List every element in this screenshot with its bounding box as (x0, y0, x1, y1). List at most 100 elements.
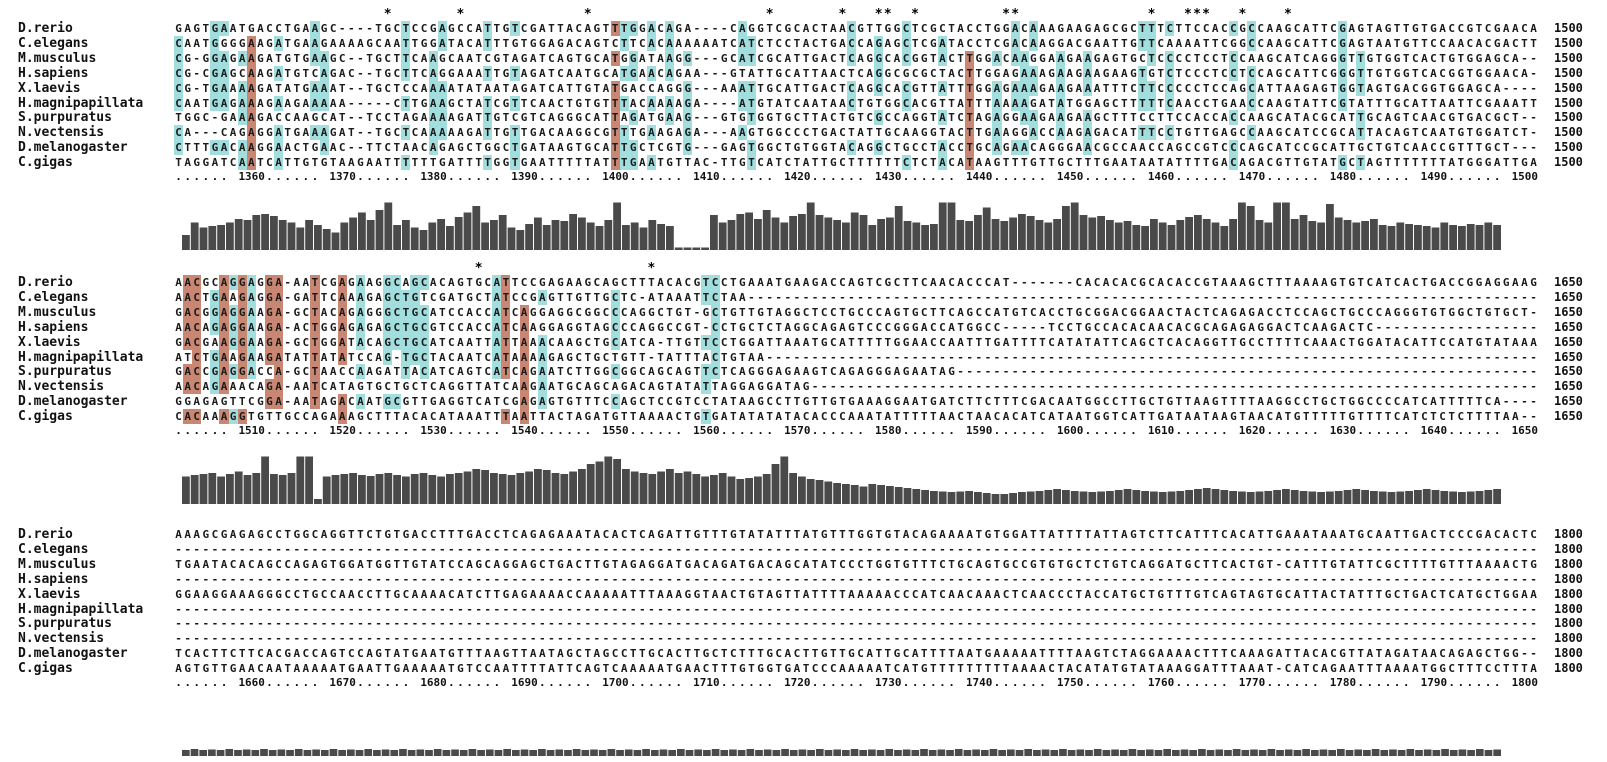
histogram-bar (1076, 749, 1085, 756)
histogram-bar (407, 750, 416, 756)
histogram-bar (921, 225, 929, 250)
histogram-bar (322, 476, 331, 504)
position-number: 1500 (1554, 65, 1583, 80)
species-name: S.purpuratus (18, 616, 112, 632)
histogram-bar (815, 749, 824, 756)
histogram-bar (320, 750, 329, 756)
histogram-bar (754, 219, 762, 250)
conservation-star: * (874, 7, 883, 22)
conservation-star: * (911, 7, 920, 22)
histogram-bar (425, 750, 433, 756)
histogram-bar (261, 214, 269, 250)
histogram-bar (1167, 225, 1176, 250)
alignment-row: H.magnipapillata C A A T G A G A A A G A A G A A A A A - - - - -… (0, 95, 1607, 111)
histogram-bar (1299, 491, 1308, 504)
histogram-bar (622, 469, 630, 504)
conservation-star: * (1147, 7, 1156, 22)
histogram-bar (859, 486, 868, 504)
histogram-bar (1370, 219, 1378, 250)
histogram-bar (451, 749, 459, 756)
histogram-bar (1088, 217, 1097, 250)
histogram-bar (1070, 202, 1079, 250)
histogram-bar (1273, 490, 1281, 504)
histogram-bar (1198, 749, 1206, 756)
histogram-bar (1493, 489, 1501, 504)
sequence: ----------------------------------------… (175, 542, 1537, 556)
ruler-label: 1550 (602, 424, 629, 437)
histogram-bar (498, 474, 507, 504)
histogram-bar (930, 491, 938, 504)
histogram-bar (1158, 222, 1167, 250)
histogram-bar (490, 473, 498, 504)
histogram-bar (885, 749, 894, 756)
histogram-bar (711, 749, 720, 756)
histogram-bar (1035, 491, 1044, 504)
conservation-star: * (1011, 7, 1020, 22)
histogram-bar (815, 215, 824, 250)
histogram-bar (1024, 749, 1033, 756)
histogram-bar (477, 750, 485, 756)
histogram-bar (1018, 492, 1026, 504)
species-name: M.musculus (18, 50, 97, 66)
conservation-star: * (838, 7, 847, 22)
histogram-bar (613, 202, 621, 250)
histogram-bar (560, 474, 569, 504)
histogram-bar (806, 202, 815, 250)
histogram-bar (1484, 222, 1493, 250)
ruler-label: 1410 (693, 170, 720, 183)
species-name: D.rerio (18, 527, 73, 542)
histogram-bar (1345, 750, 1354, 756)
histogram-bar (1449, 750, 1458, 756)
species-name: D.melanogaster (18, 394, 128, 410)
conservation-star: * (1002, 7, 1010, 22)
alignment-row: N.vectensis - - - - - - - - - - - - - - - - - - - - - - - - - - - - -… (0, 631, 1607, 646)
histogram-bar (1361, 490, 1369, 504)
histogram-bar (1337, 749, 1345, 756)
histogram-bar (965, 491, 973, 504)
histogram-bar (1067, 750, 1076, 756)
histogram-bar (1405, 491, 1413, 504)
histogram-bar (710, 475, 718, 504)
histogram-bar (305, 220, 313, 250)
histogram-bar (657, 224, 665, 250)
histogram-bar (755, 750, 763, 756)
position-number: 1500 (1554, 80, 1583, 95)
histogram-bar (366, 476, 375, 504)
histogram-bar (296, 227, 305, 250)
histogram-bar (1238, 202, 1246, 250)
histogram-bar (1414, 225, 1422, 250)
histogram-bar (294, 749, 303, 756)
alignment-row: C.gigas C A C A A A G G T G T T G C C A G A A A G C T T T A C A C A T A A… (0, 409, 1607, 425)
histogram-bar (472, 469, 481, 504)
ruler-label: 1540 (511, 424, 538, 437)
species-name: N.vectensis (18, 631, 105, 647)
histogram-bar (314, 499, 322, 504)
alignment-row: X.laevis G G A A G G A A A G G G C C T G C C A A C C T T G C A A A A C A… (0, 587, 1607, 602)
alignment-row: S.purpuratus G A C C G A G G A C C A - G C T A A C C A A G A T T A C… (0, 364, 1607, 380)
histogram-bar (560, 221, 569, 250)
species-name: N.vectensis (18, 125, 105, 141)
histogram-bar (850, 749, 859, 756)
species-name: D.rerio (18, 21, 73, 36)
histogram-bar (902, 749, 911, 756)
ruler-label: 1480 (1329, 170, 1357, 183)
species-name: H.magnipapillata (18, 601, 144, 617)
histogram-bar (876, 750, 885, 756)
histogram-bar (1276, 750, 1284, 756)
histogram-bar (590, 749, 598, 756)
histogram-bar (182, 235, 190, 250)
position-number: 1500 (1554, 95, 1583, 110)
histogram-bar (520, 749, 529, 756)
histogram-bar (1132, 225, 1141, 250)
ruler-label: 1740 (965, 676, 993, 689)
histogram-bar (692, 247, 701, 250)
species-name: D.melanogaster (18, 140, 128, 156)
histogram-bar (459, 750, 468, 756)
histogram-bar (507, 227, 516, 250)
alignment-row: D.melanogaster C T T T G A C A A G G A A C T G A A C - - T T C T A… (0, 140, 1607, 156)
histogram-bar (278, 475, 287, 504)
